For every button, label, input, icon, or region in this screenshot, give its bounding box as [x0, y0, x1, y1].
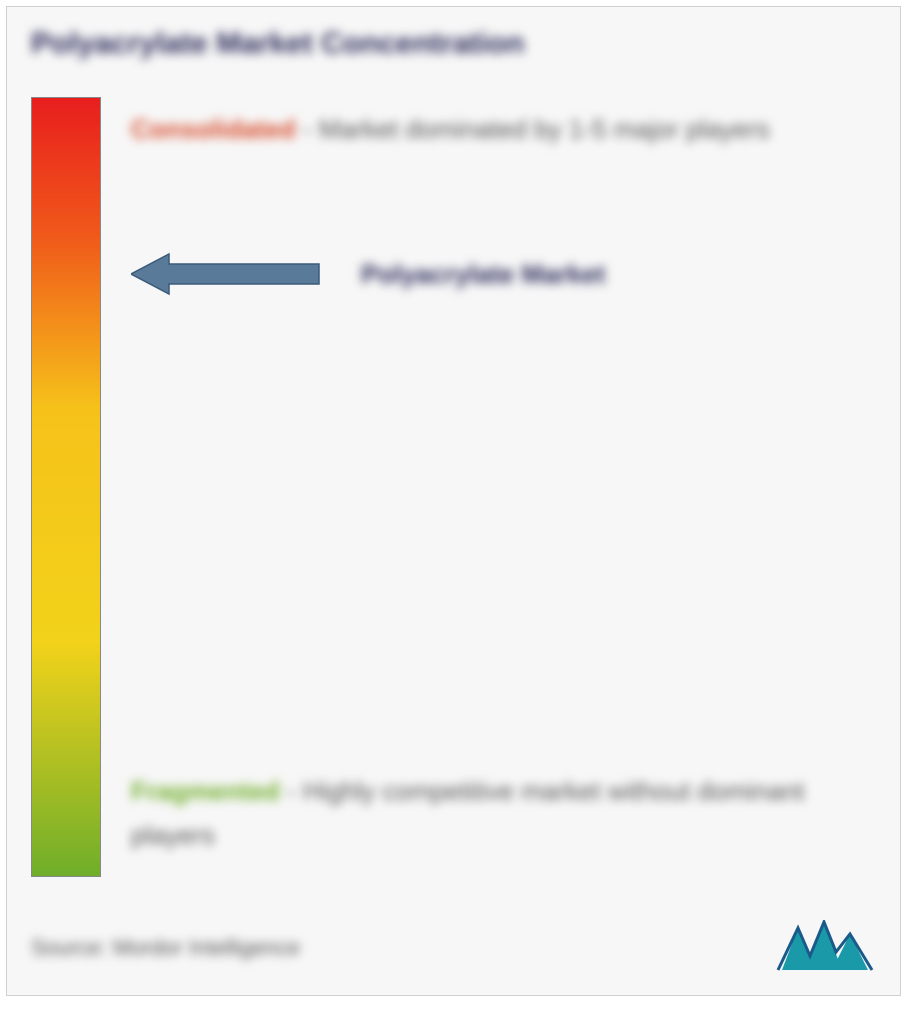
- chart-container: Polyacrylate Market Concentration Consol…: [6, 6, 901, 996]
- descriptions-column: Consolidated - Market dominated by 1-5 m…: [131, 97, 876, 877]
- consolidated-label: Consolidated: [131, 114, 296, 144]
- market-position-indicator: Polyacrylate Market: [131, 252, 605, 296]
- brand-logo-icon: [776, 920, 876, 975]
- fragmented-description: Fragmented - Highly competitive market w…: [131, 769, 866, 857]
- arrow-left-icon: [131, 252, 321, 296]
- market-position-label: Polyacrylate Market: [361, 259, 605, 290]
- content-row: Consolidated - Market dominated by 1-5 m…: [31, 97, 876, 877]
- logo-bars: [782, 922, 868, 970]
- chart-title: Polyacrylate Market Concentration: [31, 27, 876, 61]
- fragmented-label: Fragmented: [131, 776, 280, 806]
- consolidated-text: - Market dominated by 1-5 major players: [303, 114, 770, 144]
- source-attribution: Source: Mordor Intelligence: [31, 935, 300, 961]
- consolidated-description: Consolidated - Market dominated by 1-5 m…: [131, 107, 866, 151]
- footer: Source: Mordor Intelligence: [31, 920, 876, 975]
- arrow-shape: [131, 254, 319, 294]
- concentration-gradient-bar: [31, 97, 101, 877]
